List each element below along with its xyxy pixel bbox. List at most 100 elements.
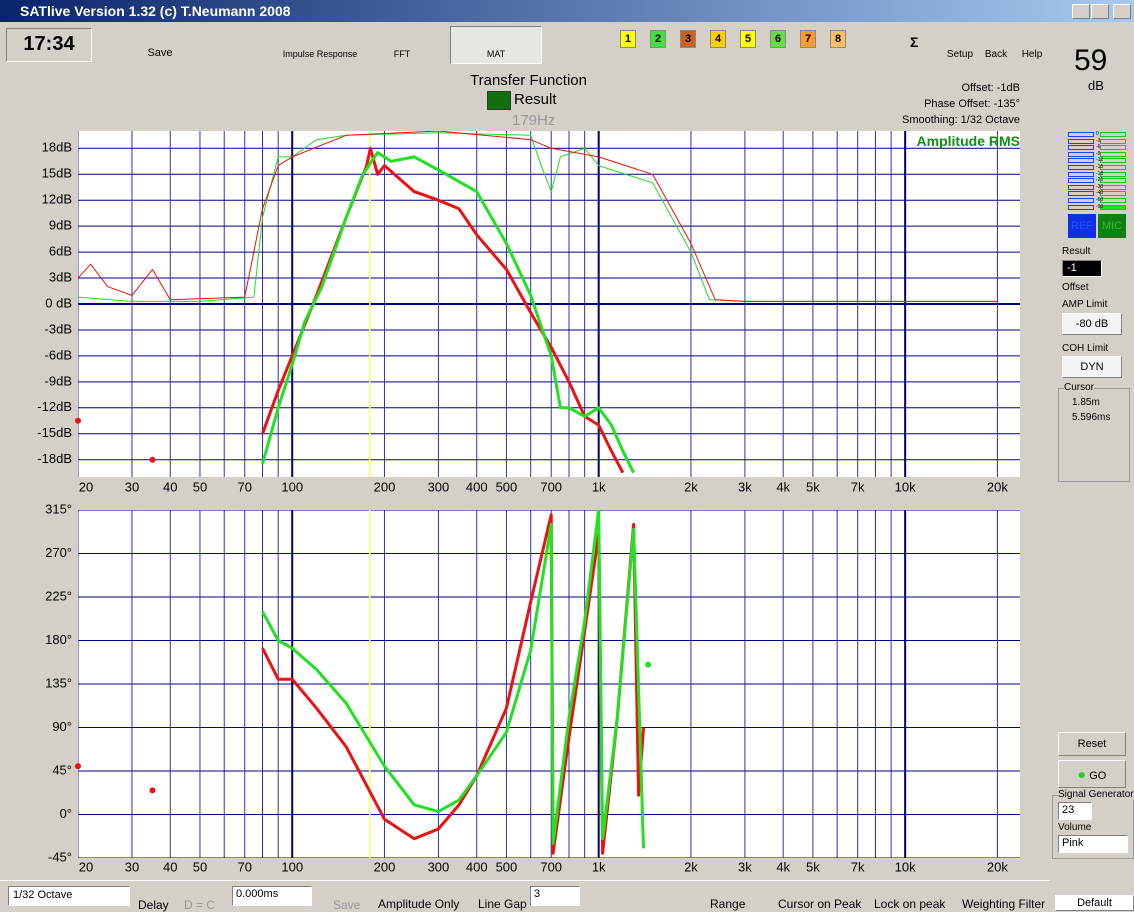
dc-button[interactable]: D = C [184, 898, 216, 912]
y-tick-label: 18dB [42, 140, 72, 155]
go-button[interactable]: ● GO [1058, 760, 1126, 788]
meter-cell [1068, 151, 1094, 157]
maximize[interactable] [1091, 4, 1109, 19]
x-tick-label: 700 [540, 479, 562, 494]
y-tick-label: 135° [45, 675, 72, 690]
close[interactable] [1113, 4, 1131, 19]
result-spinner[interactable]: -1 [1062, 260, 1102, 277]
level-value: 59 [1074, 44, 1108, 77]
channel-button[interactable]: 5 [740, 30, 756, 48]
channel-button[interactable]: 3 [680, 30, 696, 48]
default-button[interactable]: Default [1055, 895, 1134, 911]
noise-select[interactable]: Pink [1058, 835, 1128, 853]
meter-cell [1068, 178, 1094, 184]
x-tick-label: 500 [496, 859, 518, 874]
y-tick-label: 0° [60, 806, 72, 821]
coh-limit[interactable]: DYN [1062, 356, 1122, 378]
y-tick-label: -18dB [37, 451, 72, 466]
y-tick-label: 6dB [49, 244, 72, 259]
x-tick-label: 20 [79, 479, 93, 494]
x-tick-label: 5k [806, 479, 820, 494]
channel-button[interactable]: 7 [800, 30, 816, 48]
mat-button[interactable]: MAT [450, 26, 542, 64]
meter-cell [1068, 204, 1094, 210]
save-button[interactable]: Save [100, 26, 220, 64]
window-title: SATlive Version 1.32 (c) T.Neumann 2008 [20, 3, 291, 19]
y-tick-label: 90° [52, 719, 72, 734]
x-tick-label: 7k [851, 859, 865, 874]
x-tick-label: 70 [238, 859, 252, 874]
channel-button[interactable]: 1 [620, 30, 636, 48]
y-tick-label: 225° [45, 588, 72, 603]
gap-spinner[interactable]: 3 [530, 886, 580, 906]
save-delay[interactable]: Save [333, 898, 361, 912]
mic-indicator: MIC [1098, 214, 1126, 238]
offset: Offset: -1dB [961, 82, 1021, 94]
data-point [149, 456, 156, 463]
setup-button[interactable]: Setup [944, 26, 976, 64]
weighting-button[interactable]: Weighting Filter [962, 897, 1046, 911]
channel-button[interactable]: 2 [650, 30, 666, 48]
volume-label: Volume [1058, 822, 1092, 833]
meter-label: -30 [1096, 183, 1104, 190]
range-button[interactable]: Range [710, 897, 746, 911]
meter-label: -12 [1096, 157, 1104, 164]
x-tick-label: 2k [684, 479, 698, 494]
sigma[interactable]: Σ [910, 34, 919, 50]
minimize[interactable] [1072, 4, 1090, 19]
x-tick-label: 20 [79, 859, 93, 874]
coh-limit-label: COH Limit [1062, 343, 1109, 354]
data-point [149, 787, 156, 794]
x-tick-label: 500 [496, 479, 518, 494]
smoothing-select[interactable]: 1/32 Octave [8, 886, 130, 906]
delay-value[interactable]: 0.000ms [232, 886, 312, 906]
ref-indicator: REF [1068, 214, 1096, 238]
x-tick-label: 30 [125, 479, 139, 494]
x-tick-label: 100 [281, 859, 303, 874]
meter-label: -90 [1096, 203, 1104, 210]
fft-button[interactable]: FFT [374, 26, 430, 64]
cursor-peak-button[interactable]: Cursor on Peak [778, 897, 862, 911]
impulse-button[interactable]: Impulse Response [272, 26, 368, 64]
x-tick-label: 4k [776, 479, 790, 494]
help-button[interactable]: Help [1016, 26, 1048, 64]
channel-button[interactable]: 8 [830, 30, 846, 48]
meter-cell [1100, 171, 1126, 177]
amp-limit[interactable]: -80 dB [1062, 313, 1122, 335]
level-unit: dB [1088, 78, 1104, 93]
meter-cell [1068, 198, 1094, 203]
meter-label: -21 [1096, 177, 1104, 184]
delay-button[interactable]: Delay [138, 898, 169, 912]
go-label: GO [1089, 770, 1107, 782]
meter-cell [1068, 158, 1094, 164]
data-point [75, 763, 81, 770]
x-tick-label: 3k [738, 859, 752, 874]
y-tick-label: -12dB [37, 399, 72, 414]
y-tick-label: 315° [45, 501, 72, 516]
channel-button[interactable]: 6 [770, 30, 786, 48]
plot-layer [78, 131, 1020, 477]
generator-spinner[interactable]: 23 [1058, 802, 1092, 820]
channel-button[interactable]: 4 [710, 30, 726, 48]
line-gap-button[interactable]: Line Gap [478, 897, 527, 911]
lock-peak-button[interactable]: Lock on peak [874, 897, 946, 911]
reset-button[interactable]: Reset [1058, 732, 1126, 756]
amp-only-button[interactable]: Amplitude Only [378, 897, 460, 911]
x-tick-label: 40 [163, 479, 177, 494]
meter-label: -18 [1096, 170, 1104, 177]
x-tick-label: 7k [851, 479, 865, 494]
x-tick-label: 400 [466, 859, 488, 874]
y-tick-label: 270° [45, 545, 72, 560]
series-line [261, 151, 635, 474]
x-tick-label: 3k [738, 479, 752, 494]
meter-cell [1100, 204, 1126, 210]
amp-limit-label: AMP Limit [1062, 299, 1108, 310]
y-tick-label: -15dB [37, 425, 72, 440]
meter-label: -60 [1096, 197, 1104, 203]
meter-cell [1068, 132, 1094, 137]
back-button[interactable]: Back [980, 26, 1012, 64]
x-tick-label: 40 [163, 859, 177, 874]
smoothing: Smoothing: 1/32 Octave [901, 114, 1020, 126]
mode-label: Amplitude RMS [916, 133, 1020, 149]
meter-cell [1100, 191, 1126, 197]
